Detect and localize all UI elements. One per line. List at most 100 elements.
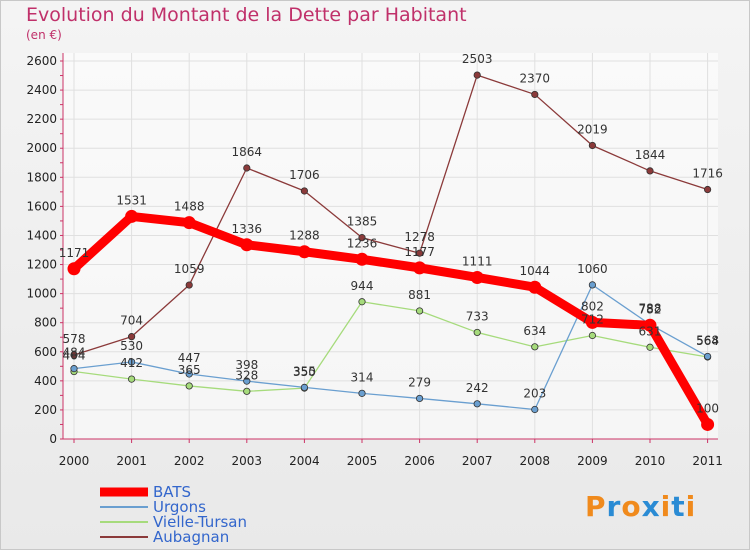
data-point <box>413 261 427 275</box>
logo-letter: i <box>660 490 672 523</box>
logo-letter: x <box>641 490 661 523</box>
data-label: 1177 <box>404 245 435 259</box>
data-point <box>300 187 308 195</box>
data-label: 464 <box>63 349 86 363</box>
data-label: 704 <box>120 314 143 328</box>
data-point <box>415 307 424 315</box>
data-label: 350 <box>293 365 316 379</box>
y-tick-label: 1400 <box>26 228 57 242</box>
x-tick-label: 2005 <box>347 454 378 468</box>
y-tick-label: 1200 <box>26 258 57 272</box>
y-tick-label: 2000 <box>26 141 57 155</box>
x-tick-label: 2002 <box>174 454 205 468</box>
data-point <box>473 71 481 79</box>
x-tick-label: 2000 <box>59 454 90 468</box>
data-label: 1044 <box>520 264 551 278</box>
data-label: 631 <box>639 324 662 338</box>
legend-label: Urgons <box>153 498 206 516</box>
x-tick-label: 2006 <box>404 454 435 468</box>
data-label: 1336 <box>232 222 263 236</box>
data-point <box>588 141 597 150</box>
data-label: 1060 <box>577 262 608 276</box>
data-label: 279 <box>408 375 431 389</box>
data-label: 1488 <box>174 200 205 214</box>
y-tick-label: 800 <box>34 316 57 330</box>
data-point <box>415 394 424 403</box>
legend-label: BATS <box>153 483 191 501</box>
data-point <box>243 164 251 172</box>
data-label: 564 <box>696 334 719 348</box>
data-point <box>415 249 424 257</box>
chart-title: Evolution du Montant de la Dette par Hab… <box>26 4 467 26</box>
data-label: 1385 <box>347 215 378 229</box>
legend-label: Aubagnan <box>153 528 229 546</box>
logo-letter: o <box>621 490 642 523</box>
data-label: 314 <box>351 370 374 384</box>
data-label: 634 <box>523 324 546 338</box>
data-point <box>358 234 366 242</box>
data-label: 447 <box>178 351 201 365</box>
data-point <box>531 343 539 351</box>
chart-subtitle: (en €) <box>26 28 62 42</box>
data-point <box>128 358 136 366</box>
data-point <box>531 405 539 414</box>
logo-letter: i <box>685 490 697 523</box>
data-point <box>128 333 136 341</box>
data-label: 1111 <box>462 254 493 268</box>
data-label: 412 <box>120 356 143 370</box>
data-point <box>585 315 599 329</box>
data-label: 578 <box>63 332 86 346</box>
data-point <box>128 375 136 383</box>
data-point <box>473 328 481 337</box>
data-point <box>185 281 193 289</box>
data-label: 788 <box>639 301 662 315</box>
data-point <box>125 209 139 223</box>
x-tick-label: 2001 <box>116 454 147 468</box>
y-tick-label: 600 <box>34 345 57 359</box>
data-label: 1864 <box>232 145 263 159</box>
data-label: 530 <box>120 339 143 353</box>
data-point <box>646 167 654 175</box>
x-tick-label: 2004 <box>289 454 320 468</box>
x-tick-label: 2007 <box>462 454 493 468</box>
data-label: 733 <box>466 309 489 323</box>
data-point <box>473 400 481 408</box>
data-point <box>703 185 712 194</box>
data-point <box>358 389 366 397</box>
data-point <box>588 281 597 289</box>
logo-letter: t <box>671 490 686 523</box>
data-label: 1288 <box>289 229 320 243</box>
y-tick-label: 1800 <box>26 170 57 184</box>
y-tick-label: 2200 <box>26 112 57 126</box>
data-label: 100 <box>696 401 719 415</box>
series-line-vielle-tursan <box>73 301 708 392</box>
data-point <box>67 262 81 276</box>
data-point <box>240 238 254 252</box>
x-tick-label: 2008 <box>520 454 551 468</box>
data-point <box>358 298 366 306</box>
y-tick-label: 2400 <box>26 83 57 97</box>
data-point <box>243 387 251 395</box>
data-point <box>297 245 311 259</box>
data-point <box>70 365 78 373</box>
data-point <box>703 352 712 361</box>
data-label: 1171 <box>59 246 90 260</box>
data-label: 2019 <box>577 122 608 136</box>
data-label: 712 <box>581 312 604 326</box>
legend-label: Vielle-Tursan <box>153 513 247 531</box>
data-label: 1531 <box>116 193 147 207</box>
data-point <box>182 216 196 230</box>
data-label: 1059 <box>174 262 205 276</box>
logo-letter: r <box>606 490 622 523</box>
data-label: 568 <box>696 333 719 347</box>
data-label: 398 <box>235 358 258 372</box>
data-label: 242 <box>466 381 489 395</box>
y-tick-label: 1000 <box>26 287 57 301</box>
data-label: 2370 <box>520 71 551 85</box>
data-label: 881 <box>408 288 431 302</box>
data-label: 1844 <box>635 148 666 162</box>
data-point <box>185 382 193 390</box>
y-tick-label: 0 <box>49 432 57 446</box>
data-label: 355 <box>293 364 316 378</box>
